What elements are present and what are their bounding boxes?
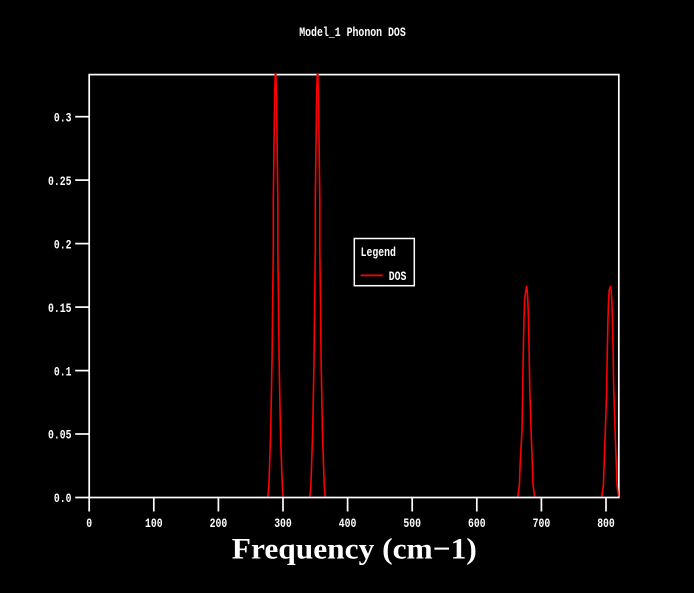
svg-text:0.2: 0.2 [54,237,72,252]
svg-text:300: 300 [274,516,292,531]
svg-text:400: 400 [339,516,357,531]
svg-text:DOS: DOS [389,269,407,284]
svg-text:700: 700 [533,516,551,531]
svg-text:800: 800 [597,516,615,531]
svg-text:0.1: 0.1 [54,364,72,379]
svg-text:Frequency (cm−1): Frequency (cm−1) [232,534,477,566]
svg-text:Legend: Legend [361,245,396,260]
svg-text:0.15: 0.15 [48,301,72,316]
svg-text:0.0: 0.0 [54,491,72,506]
svg-text:0: 0 [86,516,92,531]
svg-text:0.05: 0.05 [48,428,72,443]
svg-text:200: 200 [210,516,228,531]
svg-text:100: 100 [145,516,163,531]
svg-text:0.3: 0.3 [54,110,72,125]
svg-text:0.25: 0.25 [48,174,72,189]
svg-text:Model_1 Phonon DOS: Model_1 Phonon DOS [299,25,406,40]
svg-text:600: 600 [468,516,486,531]
svg-text:500: 500 [403,516,421,531]
